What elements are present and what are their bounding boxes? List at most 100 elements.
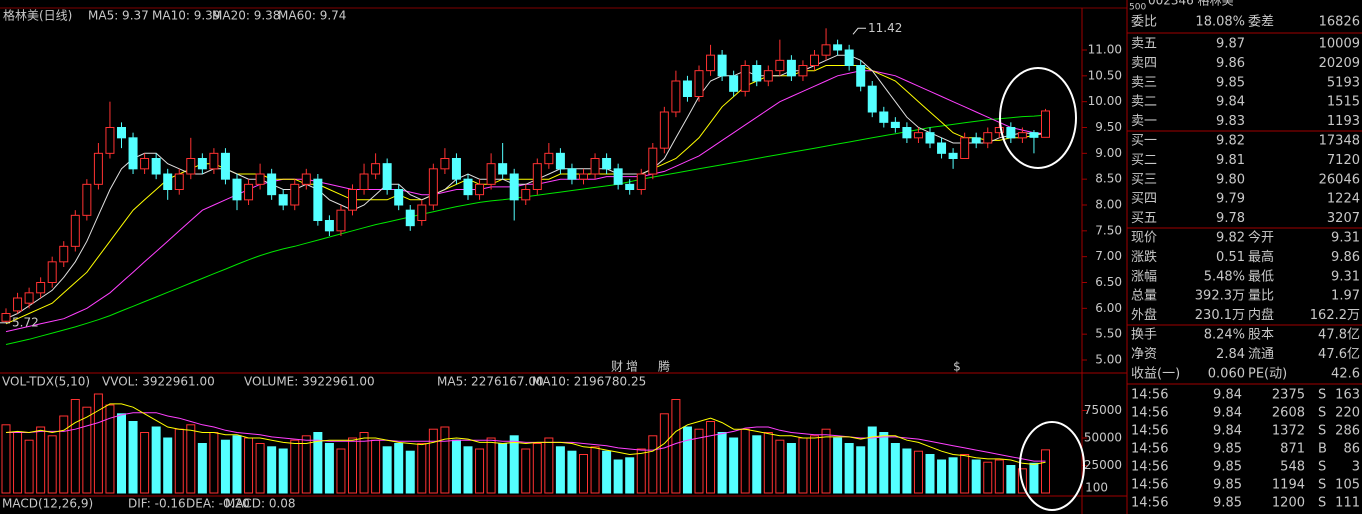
quote-cell: 7120 bbox=[1327, 153, 1360, 168]
candle-body bbox=[24, 292, 34, 304]
quote-cell: 卖三 bbox=[1131, 75, 1157, 90]
candle-body bbox=[1, 313, 11, 322]
quote-cell: 9.87 bbox=[1216, 37, 1245, 52]
candle-body bbox=[544, 152, 554, 165]
quote-cell: 162.2万 bbox=[1310, 308, 1360, 323]
quote-cell: S bbox=[1318, 478, 1326, 493]
quote-cell: 14:56 bbox=[1131, 460, 1168, 475]
quote-cell: 9.84 bbox=[1213, 424, 1242, 439]
y-tick-label: 8.00 bbox=[1095, 198, 1122, 212]
candle-body bbox=[93, 152, 103, 185]
quote-cell: S bbox=[1318, 496, 1326, 511]
volume-bar bbox=[971, 459, 981, 494]
volume-bar bbox=[405, 450, 415, 494]
volume-bar bbox=[197, 443, 207, 494]
volume-bar bbox=[682, 426, 692, 494]
candle-body bbox=[498, 163, 508, 175]
volume-label: MA5: 2276167.00 bbox=[437, 375, 544, 389]
candle-body bbox=[925, 132, 935, 144]
candle-body bbox=[890, 121, 900, 129]
quote-cell: 总量 bbox=[1131, 289, 1157, 304]
volume-bar bbox=[532, 443, 542, 494]
y-tick-label: 9.50 bbox=[1095, 120, 1122, 134]
volume-bar bbox=[82, 406, 92, 494]
volume-bar bbox=[140, 432, 150, 494]
quote-cell: 42.6 bbox=[1331, 366, 1360, 381]
volume-bar bbox=[521, 448, 531, 494]
candle-body bbox=[440, 158, 450, 170]
quote-cell: 286 bbox=[1335, 424, 1360, 439]
quote-cell: S bbox=[1318, 406, 1326, 421]
candle-body bbox=[960, 137, 970, 159]
candle-body bbox=[13, 297, 23, 312]
volume-bar bbox=[694, 428, 704, 494]
volume-bar bbox=[255, 443, 265, 494]
y-tick-label: 6.50 bbox=[1095, 275, 1122, 289]
quote-cell: 3207 bbox=[1327, 211, 1360, 226]
candle-body bbox=[1017, 132, 1027, 139]
ma-label: MA20: 9.38 bbox=[212, 9, 280, 23]
quote-cell: 2375 bbox=[1272, 388, 1305, 403]
quote-cell: 10009 bbox=[1319, 37, 1360, 52]
quote-cell: 净资 bbox=[1131, 347, 1157, 362]
volume-bar bbox=[509, 435, 519, 494]
candle-body bbox=[117, 127, 126, 139]
candle-body bbox=[833, 44, 843, 51]
candle-body bbox=[521, 189, 531, 201]
candle-body bbox=[36, 282, 46, 294]
quote-cell: 委比 bbox=[1131, 15, 1157, 30]
volume-bar bbox=[856, 446, 866, 494]
macd-label: MACD: 0.08 bbox=[225, 497, 296, 511]
quote-cell: 卖四 bbox=[1131, 56, 1157, 71]
volume-bar bbox=[786, 443, 796, 494]
quote-cell: 内盘 bbox=[1248, 307, 1274, 323]
quote-cell: 8.24% bbox=[1204, 328, 1245, 343]
volume-bar bbox=[232, 435, 242, 494]
candle-body bbox=[671, 80, 681, 113]
candle-body bbox=[475, 183, 485, 196]
volume-label: VVOL: 3922961.00 bbox=[102, 375, 215, 389]
volume-bar bbox=[567, 450, 577, 494]
volume-bar bbox=[1, 424, 11, 494]
volume-panel: VOL-TDX(5,10) VVOL: 3922961.00 VOLUME: 392… bbox=[1, 375, 1122, 511]
volume-bar bbox=[890, 443, 900, 494]
volume-bar bbox=[925, 454, 935, 494]
volume-bar bbox=[163, 437, 173, 494]
volume-label: VOL-TDX(5,10) bbox=[2, 375, 90, 389]
quote-cell: 9.85 bbox=[1213, 478, 1242, 493]
volume-bar bbox=[948, 457, 958, 494]
quote-cell: 9.85 bbox=[1216, 75, 1245, 90]
quote-cell: 1224 bbox=[1327, 192, 1360, 207]
highlight-circle bbox=[999, 67, 1077, 169]
volume-bar bbox=[544, 437, 554, 494]
quote-cell: 9.84 bbox=[1213, 388, 1242, 403]
candle-body bbox=[290, 183, 300, 206]
candle-body bbox=[336, 209, 346, 232]
quote-cell: 26046 bbox=[1319, 172, 1360, 187]
candle-body bbox=[359, 173, 369, 190]
quote-cell: 14:56 bbox=[1131, 442, 1168, 457]
candle-body bbox=[636, 173, 646, 190]
candle-body bbox=[486, 163, 496, 185]
volume-bar bbox=[209, 432, 219, 494]
candle-body bbox=[763, 70, 773, 82]
quote-cell: 14:56 bbox=[1131, 406, 1168, 421]
candle-body bbox=[82, 183, 92, 216]
candle-body bbox=[1006, 127, 1016, 139]
volume-bar bbox=[151, 426, 161, 494]
candle-body bbox=[301, 173, 311, 185]
candle-body bbox=[382, 163, 392, 191]
quote-cell: 14:56 bbox=[1131, 478, 1168, 493]
volume-bar bbox=[348, 437, 357, 494]
volume-bar bbox=[36, 426, 46, 494]
event-marker: $ bbox=[953, 360, 961, 374]
candle-body bbox=[729, 75, 739, 92]
y-tick-label: 7.00 bbox=[1095, 249, 1122, 263]
candle-body bbox=[417, 204, 427, 221]
volume-bar bbox=[93, 393, 103, 494]
volume-bar bbox=[902, 448, 912, 494]
candle-body bbox=[278, 194, 288, 206]
volume-bar bbox=[324, 443, 334, 494]
candle-body bbox=[579, 173, 588, 180]
quote-cell: 最高 bbox=[1248, 249, 1274, 265]
